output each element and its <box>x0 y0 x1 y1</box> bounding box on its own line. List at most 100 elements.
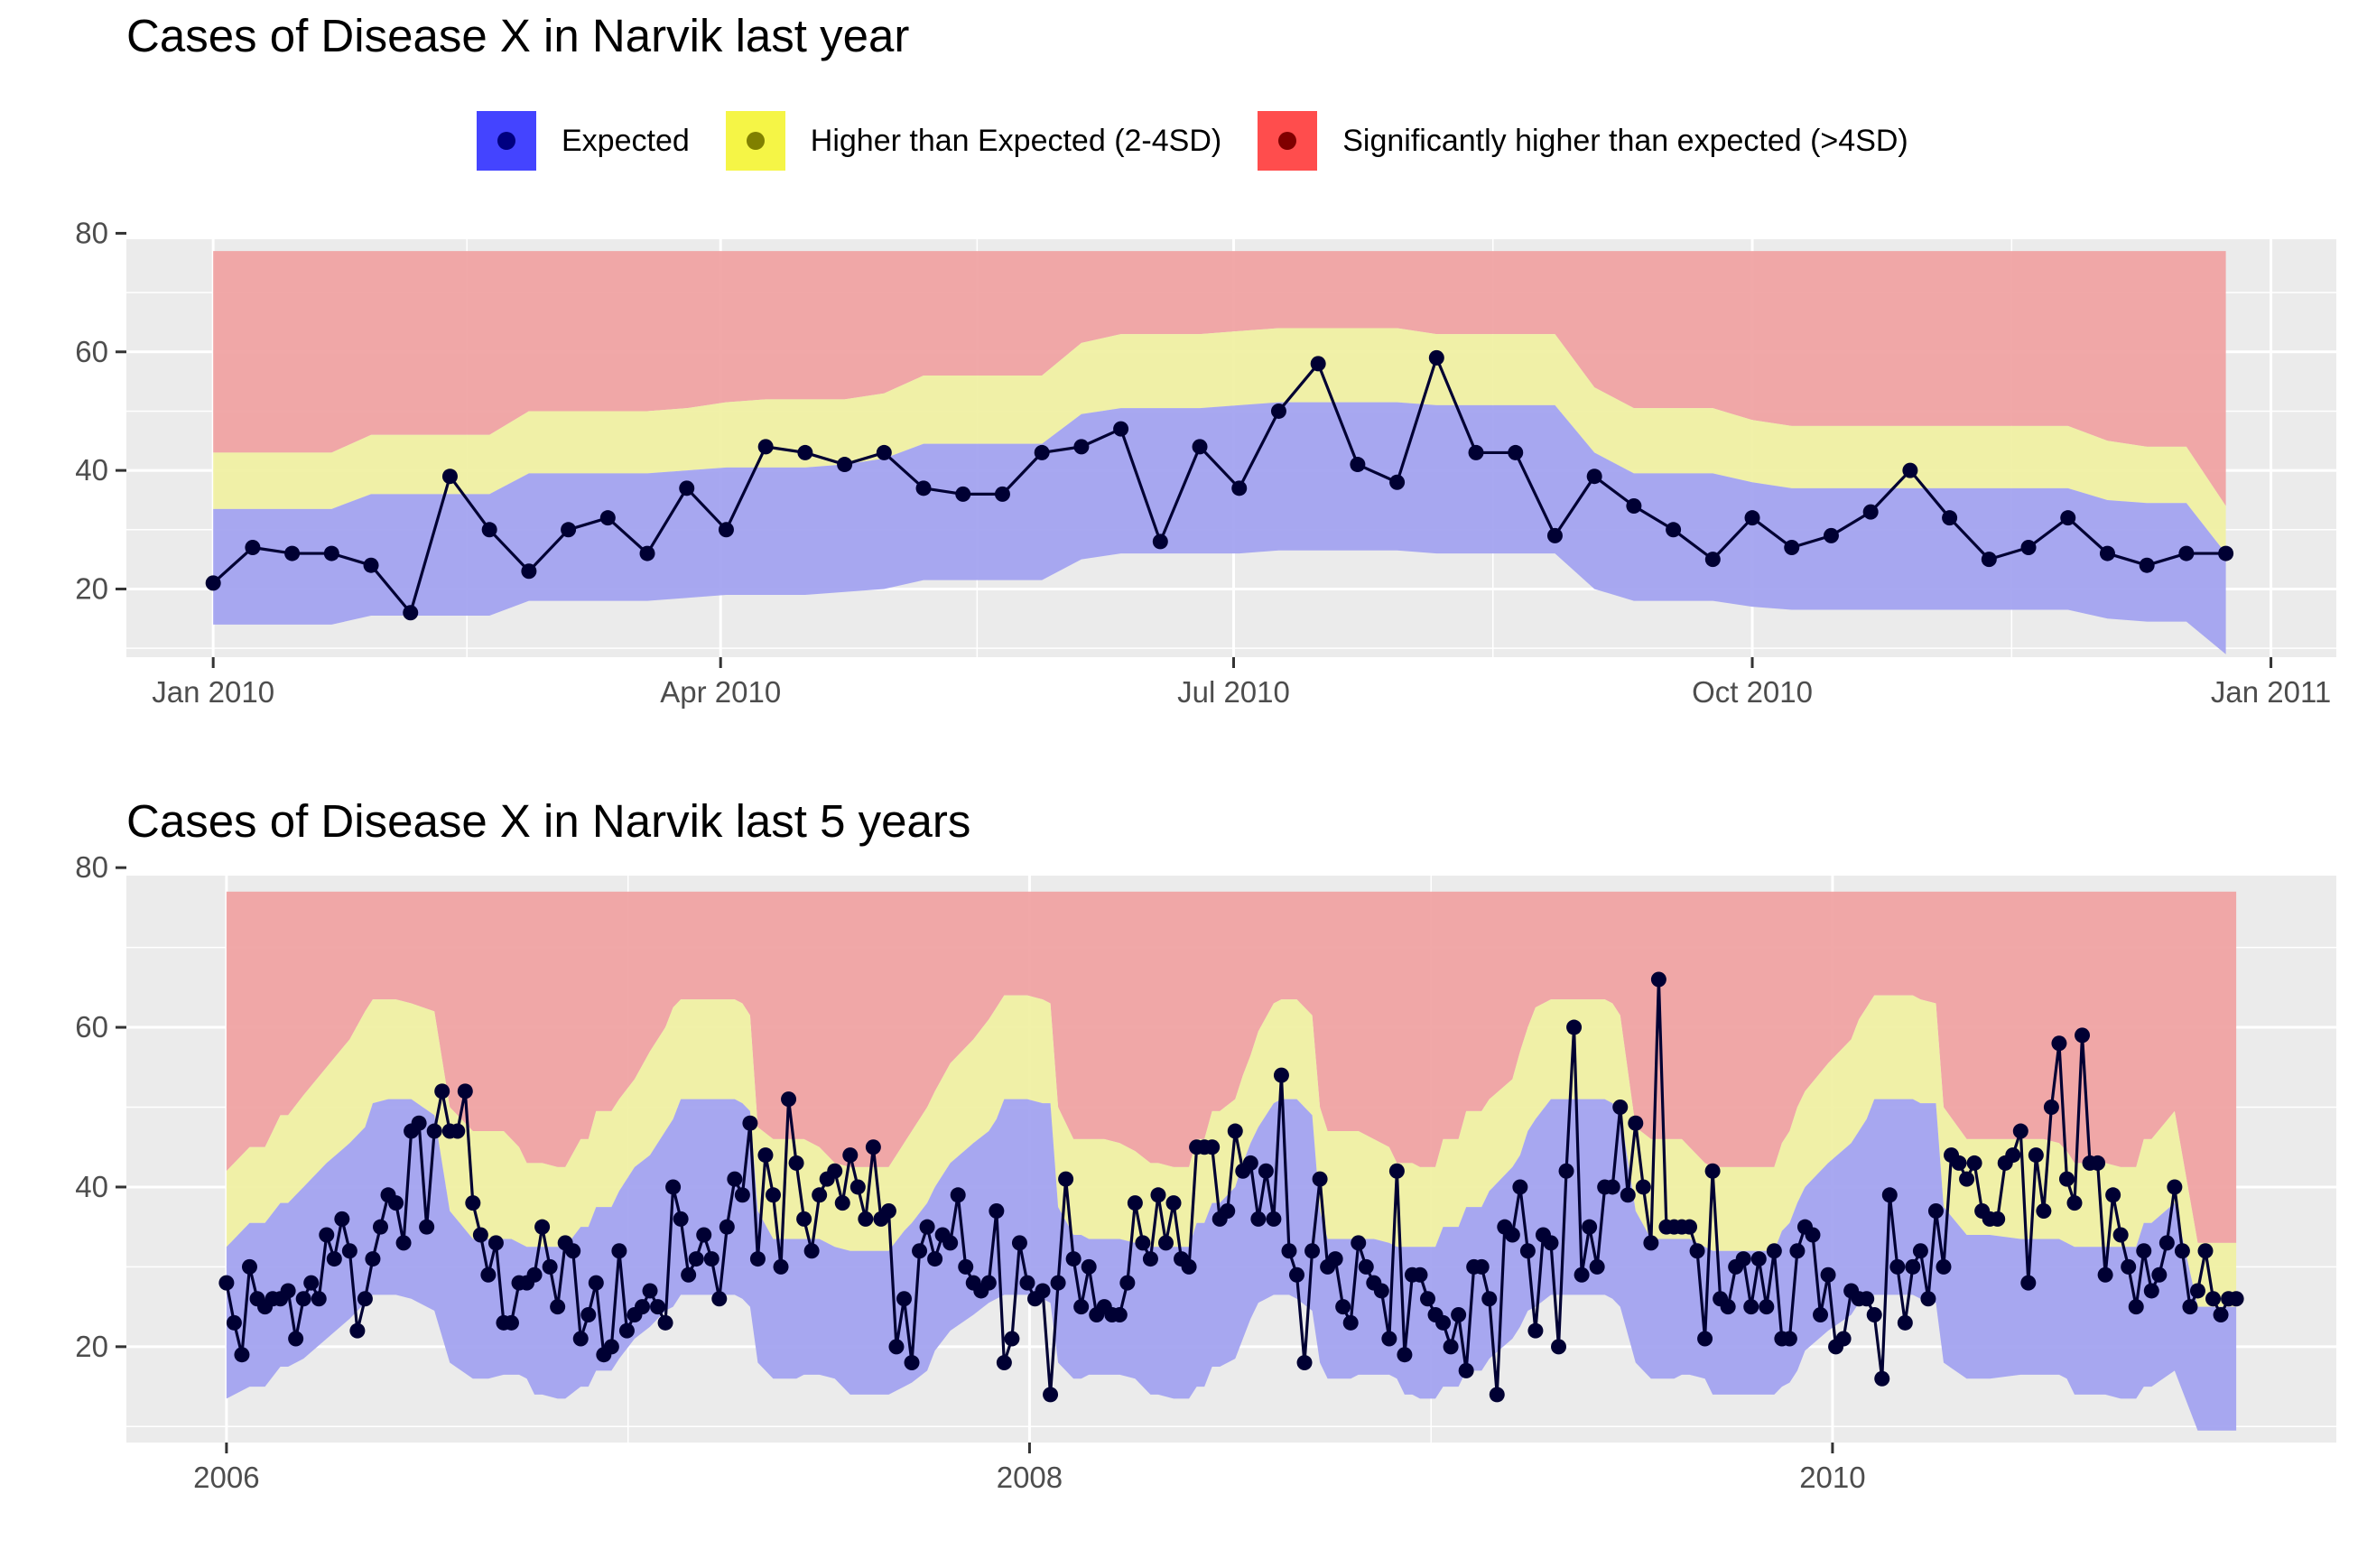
data-point <box>241 1258 257 1275</box>
data-point <box>481 522 497 538</box>
data-point <box>834 1195 850 1211</box>
data-point <box>2228 1291 2244 1307</box>
data-point <box>1065 1251 1082 1267</box>
data-point <box>1310 356 1326 372</box>
data-point <box>1428 349 1444 366</box>
data-point <box>912 1243 928 1259</box>
data-point <box>858 1211 874 1227</box>
data-point <box>2099 545 2115 561</box>
data-point <box>580 1306 597 1322</box>
data-point <box>1650 971 1666 988</box>
data-point <box>1443 1339 1459 1355</box>
data-point <box>2205 1291 2222 1307</box>
y-tick-label: 40 <box>75 453 108 487</box>
data-point <box>1119 1275 1136 1291</box>
data-point <box>226 1314 242 1331</box>
data-point <box>2121 1258 2137 1275</box>
data-point <box>2151 1266 2168 1283</box>
data-point <box>796 1211 812 1227</box>
data-point <box>749 1251 766 1267</box>
data-point <box>1113 421 1129 437</box>
data-point <box>1220 1202 1236 1219</box>
data-point <box>1058 1171 1074 1187</box>
data-point <box>2051 1035 2067 1052</box>
data-point <box>757 439 774 455</box>
data-point <box>1835 1331 1852 1347</box>
data-point <box>1050 1275 1066 1291</box>
data-point <box>1942 510 1958 526</box>
legend-label-significant: Significantly higher than expected (>4SD… <box>1342 123 1908 158</box>
data-point <box>1412 1266 1428 1283</box>
data-point <box>1458 1362 1474 1378</box>
data-point <box>618 1322 635 1339</box>
data-point <box>1628 1115 1644 1131</box>
data-point <box>781 1091 797 1108</box>
data-point <box>1766 1243 1782 1259</box>
data-point <box>915 480 932 496</box>
data-point <box>1489 1387 1505 1403</box>
data-point <box>2197 1243 2214 1259</box>
data-point <box>876 444 892 460</box>
data-point <box>1504 1227 1520 1243</box>
data-point <box>1566 1019 1583 1035</box>
data-point <box>1936 1258 1952 1275</box>
data-point <box>639 545 655 561</box>
data-point <box>245 540 261 556</box>
data-point <box>1990 1211 2006 1227</box>
data-point <box>1420 1291 1436 1307</box>
data-point <box>1327 1251 1343 1267</box>
data-point <box>803 1243 820 1259</box>
data-point <box>2174 1243 2190 1259</box>
data-point <box>765 1187 781 1203</box>
data-point <box>295 1291 311 1307</box>
data-point <box>1242 1155 1258 1171</box>
data-point <box>1759 1299 1775 1315</box>
data-point <box>1689 1243 1705 1259</box>
data-point <box>1381 1331 1397 1347</box>
data-point <box>1784 540 1800 556</box>
data-point <box>896 1291 912 1307</box>
data-point <box>1543 1235 1559 1251</box>
data-point <box>665 1179 682 1195</box>
data-point <box>1435 1314 1452 1331</box>
data-point <box>2060 510 2076 526</box>
data-point <box>284 545 301 561</box>
data-point <box>2136 1243 2152 1259</box>
data-point <box>1697 1331 1713 1347</box>
data-point <box>2036 1202 2052 1219</box>
data-point <box>457 1083 473 1099</box>
data-point <box>1281 1243 1297 1259</box>
data-point <box>234 1347 250 1363</box>
data-point <box>2112 1227 2129 1243</box>
x-tick-label: 2008 <box>997 1461 1063 1494</box>
data-point <box>1034 444 1050 460</box>
data-point <box>827 1163 843 1179</box>
legend-label-higher: Higher than Expected (2-4SD) <box>810 123 1222 158</box>
data-point <box>2182 1299 2198 1315</box>
data-point <box>2020 540 2037 556</box>
data-point <box>2066 1195 2083 1211</box>
data-point <box>942 1235 959 1251</box>
legend-key-expected <box>477 111 536 171</box>
chart-last-year: 20 40 60 80 Jan 2010 Apr 2010 Jul 2010 Oct 2010… <box>75 216 2336 709</box>
data-point <box>521 563 537 580</box>
data-point <box>1897 1314 1913 1331</box>
data-point <box>1551 1339 1567 1355</box>
data-point <box>1604 1179 1620 1195</box>
y-tick-label: 60 <box>75 335 108 368</box>
data-point <box>1142 1251 1158 1267</box>
data-point <box>1889 1258 1906 1275</box>
data-point <box>1620 1187 1636 1203</box>
data-point <box>550 1299 566 1315</box>
data-point <box>773 1258 789 1275</box>
data-point <box>1165 1195 1182 1211</box>
data-point <box>1273 1067 1289 1083</box>
data-point <box>2097 1266 2113 1283</box>
legend-item-expected: Expected <box>477 111 690 171</box>
data-point <box>880 1202 896 1219</box>
data-point <box>742 1115 758 1131</box>
band-significant <box>213 251 2226 506</box>
y-tick-label: 80 <box>75 216 108 249</box>
data-point <box>1204 1139 1221 1155</box>
